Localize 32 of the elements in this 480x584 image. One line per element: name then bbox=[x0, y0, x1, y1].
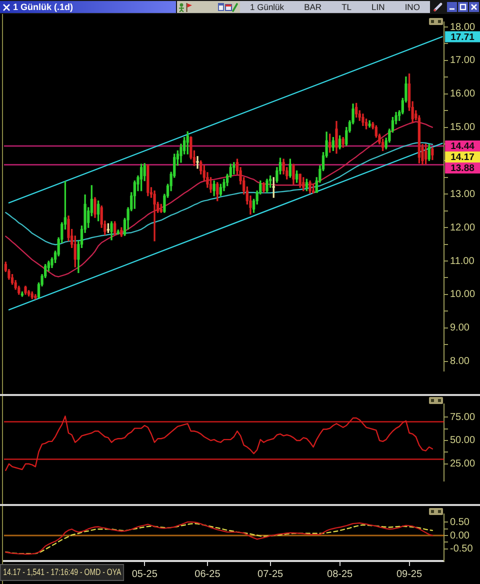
y-tick-label: 9.00 bbox=[450, 322, 470, 334]
x-tick-label: 08-25 bbox=[327, 568, 354, 580]
y-tick-label: 17.00 bbox=[450, 55, 476, 66]
x-tick-label: 07-25 bbox=[258, 568, 284, 580]
y-tick-label: 12.00 bbox=[450, 222, 476, 234]
y-tick-label: 25.00 bbox=[450, 458, 476, 470]
y-tick-label: 18.00 bbox=[450, 22, 476, 33]
text: 1 Günlük bbox=[250, 2, 284, 12]
ref-line-label: 14.44 bbox=[450, 141, 476, 152]
y-tick-label: 11.00 bbox=[450, 256, 475, 267]
text: INO bbox=[404, 2, 420, 12]
text: TL bbox=[342, 2, 352, 12]
annotation: 14.17 bbox=[450, 152, 474, 164]
x-tick-label: 09-25 bbox=[396, 568, 422, 580]
x-tick-label: 06-25 bbox=[194, 568, 221, 580]
y-tick-label: 50.00 bbox=[450, 435, 476, 446]
y-tick-label: 0.00 bbox=[450, 530, 470, 542]
y-tick-label: 16.00 bbox=[450, 88, 476, 100]
y-tick-label: 8.00 bbox=[450, 356, 470, 368]
chart-title: 1 Günlük (.1d) bbox=[13, 1, 74, 13]
y-tick-label: -0.50 bbox=[450, 544, 474, 555]
text: LIN bbox=[372, 2, 385, 12]
y-tick-label: 13.00 bbox=[450, 188, 476, 200]
text: 14.17 - 1,541 - 17:16:49 - OMD - OYA bbox=[0, 564, 124, 581]
text: BAR bbox=[304, 2, 322, 12]
annotation: 17.71 bbox=[450, 32, 476, 43]
y-tick-label: 75.00 bbox=[450, 412, 476, 423]
x-tick-label: 05-25 bbox=[132, 568, 158, 580]
y-tick-label: 15.00 bbox=[450, 122, 476, 134]
y-tick-label: 10.00 bbox=[450, 289, 476, 300]
ref-line-label: 13.88 bbox=[450, 163, 474, 174]
y-tick-label: 0.50 bbox=[450, 516, 470, 528]
